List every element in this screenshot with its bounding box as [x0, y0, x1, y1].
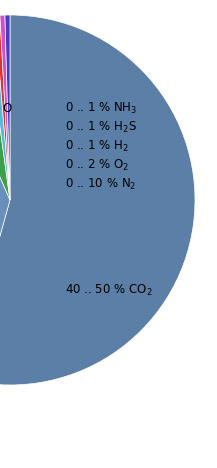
Wedge shape [5, 15, 10, 200]
Wedge shape [0, 15, 10, 200]
Wedge shape [0, 15, 10, 200]
Wedge shape [0, 30, 10, 378]
Text: 0 .. 10 % N$_2$: 0 .. 10 % N$_2$ [65, 176, 136, 191]
Wedge shape [0, 15, 195, 385]
Text: 0 .. 1 % NH$_3$: 0 .. 1 % NH$_3$ [65, 101, 137, 116]
Wedge shape [0, 15, 10, 200]
Text: 0 .. 2 % O$_2$: 0 .. 2 % O$_2$ [65, 157, 129, 173]
Wedge shape [0, 17, 10, 200]
Text: 0 .. 1 % H$_2$: 0 .. 1 % H$_2$ [65, 139, 129, 154]
Text: 0 .. 1 % H$_2$S: 0 .. 1 % H$_2$S [65, 119, 137, 135]
Text: 40 .. 50 % CO$_2$: 40 .. 50 % CO$_2$ [65, 283, 153, 298]
Text: O: O [2, 102, 11, 115]
